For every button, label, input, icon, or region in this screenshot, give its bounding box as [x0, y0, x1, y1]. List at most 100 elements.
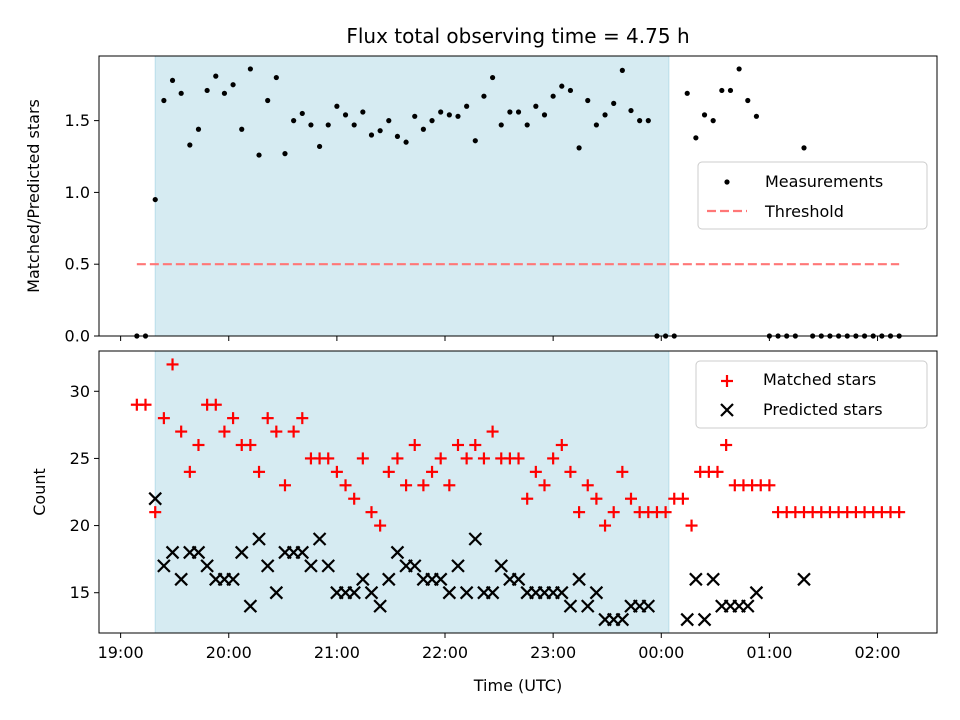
matched-stars-point-31 — [400, 479, 413, 492]
top-marks — [134, 66, 902, 339]
measurements-point-26 — [360, 109, 366, 115]
measurements-point-19 — [299, 110, 305, 117]
x-tick-label: 00:00 — [638, 643, 684, 662]
predicted-stars-point-60 — [697, 612, 712, 627]
predicted-stars-point-65 — [740, 599, 755, 613]
matched-stars-point-49 — [555, 439, 568, 451]
measurements-point-2 — [152, 196, 158, 203]
matched-stars-point-88 — [893, 506, 906, 519]
y-tick-label: 0.5 — [65, 255, 90, 274]
measurements-point-39 — [472, 138, 478, 144]
y-tick-label: 25 — [70, 449, 90, 468]
matched-stars-point-5 — [175, 425, 188, 438]
y-tick-label: 30 — [70, 382, 90, 401]
predicted-stars-point-0 — [148, 491, 163, 506]
x-axis-label: Time (UTC) — [473, 676, 562, 695]
legend-label-matched: Matched stars — [763, 370, 876, 389]
measurements-point-47 — [541, 112, 548, 118]
measurements-point-27 — [368, 132, 375, 138]
measurements-point-63 — [684, 90, 690, 96]
measurements-point-45 — [524, 122, 530, 128]
measurements-point-29 — [386, 118, 392, 124]
measurements-point-37 — [455, 113, 461, 119]
measurements-point-76 — [801, 145, 807, 151]
measurements-point-38 — [464, 103, 470, 109]
predicted-stars-point-13 — [260, 559, 275, 573]
matched-stars-point-51 — [573, 506, 586, 519]
y-tick-label: 20 — [70, 516, 90, 535]
matched-stars-point-55 — [607, 506, 620, 519]
predicted-stars-point-25 — [364, 585, 379, 600]
matched-stars-point-28 — [374, 519, 387, 532]
measurements-point-13 — [247, 66, 253, 72]
legend-label-measurements: Measurements — [765, 172, 883, 191]
predicted-stars-point-59 — [689, 572, 703, 587]
matched-stars-point-18 — [287, 425, 300, 438]
measurements-point-52 — [585, 97, 591, 104]
measurements-point-32 — [412, 113, 418, 119]
matched-stars-point-67 — [711, 465, 724, 478]
matched-stars-point-2 — [149, 506, 162, 519]
measurements-point-6 — [187, 142, 193, 148]
matched-stars-point-23 — [330, 465, 343, 478]
measurements-point-24 — [342, 112, 349, 118]
predicted-stars-point-51 — [589, 585, 604, 600]
matched-stars-point-56 — [616, 465, 629, 478]
measurements-point-40 — [481, 93, 487, 99]
matched-stars-point-44 — [512, 452, 525, 465]
matched-stars-point-40 — [477, 452, 490, 465]
measurements-point-15 — [265, 97, 271, 104]
matched-stars-point-45 — [521, 492, 534, 505]
matched-stars-point-10 — [218, 425, 231, 438]
measurements-point-51 — [576, 145, 582, 151]
matched-stars-point-53 — [590, 492, 603, 505]
matched-stars-point-1 — [139, 398, 152, 411]
matched-stars-point-15 — [261, 412, 274, 425]
measurements-point-36 — [446, 112, 452, 118]
matched-stars-point-24 — [339, 479, 352, 492]
measurements-point-57 — [628, 107, 634, 114]
predicted-stars-point-28 — [390, 545, 405, 560]
predicted-stars-point-1 — [157, 559, 171, 573]
predicted-stars-point-24 — [356, 572, 370, 587]
measurements-point-67 — [719, 87, 725, 94]
measurements-point-34 — [429, 118, 435, 124]
bottom-y-ticks: 15 20 25 30 — [70, 382, 99, 602]
predicted-stars-point-57 — [641, 599, 656, 613]
measurements-point-64 — [693, 135, 699, 141]
measurements-point-33 — [420, 126, 426, 132]
matched-stars-point-41 — [486, 425, 499, 438]
matched-stars-point-13 — [244, 439, 257, 451]
measurements-point-68 — [727, 87, 734, 94]
measurements-point-46 — [533, 103, 539, 109]
matched-stars-point-57 — [624, 492, 637, 505]
x-tick-label: 20:00 — [206, 643, 252, 662]
measurements-point-50 — [567, 87, 574, 94]
measurements-point-66 — [710, 118, 716, 124]
predicted-stars-point-47 — [555, 585, 569, 600]
matched-stars-point-29 — [382, 465, 395, 478]
x-tick-label: 19:00 — [98, 643, 144, 662]
predicted-stars-point-66 — [749, 585, 764, 600]
measurements-point-41 — [489, 74, 496, 81]
matched-stars-point-19 — [296, 412, 309, 425]
legend-marker-predicted — [720, 403, 734, 417]
measurements-point-56 — [619, 67, 625, 73]
measurements-point-23 — [334, 103, 340, 109]
measurements-point-49 — [559, 83, 565, 89]
predicted-stars-point-19 — [312, 532, 327, 546]
matched-stars-point-36 — [443, 479, 456, 492]
matched-stars-point-17 — [278, 479, 291, 492]
matched-stars-point-33 — [417, 479, 430, 492]
measurements-point-42 — [498, 122, 504, 128]
measurements-point-3 — [161, 97, 167, 104]
legend-marker-measurements — [724, 179, 730, 185]
matched-stars-point-11 — [227, 412, 240, 425]
matched-stars-point-73 — [763, 479, 776, 492]
legend-label-predicted: Predicted stars — [763, 400, 883, 419]
predicted-stars-point-14 — [269, 585, 284, 600]
bottom-x-ticks: 19:00 20:00 21:00 22:00 23:00 00:00 01:00 02:00 — [98, 633, 901, 662]
predicted-stars-point-40 — [494, 559, 509, 573]
matched-stars-point-63 — [676, 492, 689, 505]
